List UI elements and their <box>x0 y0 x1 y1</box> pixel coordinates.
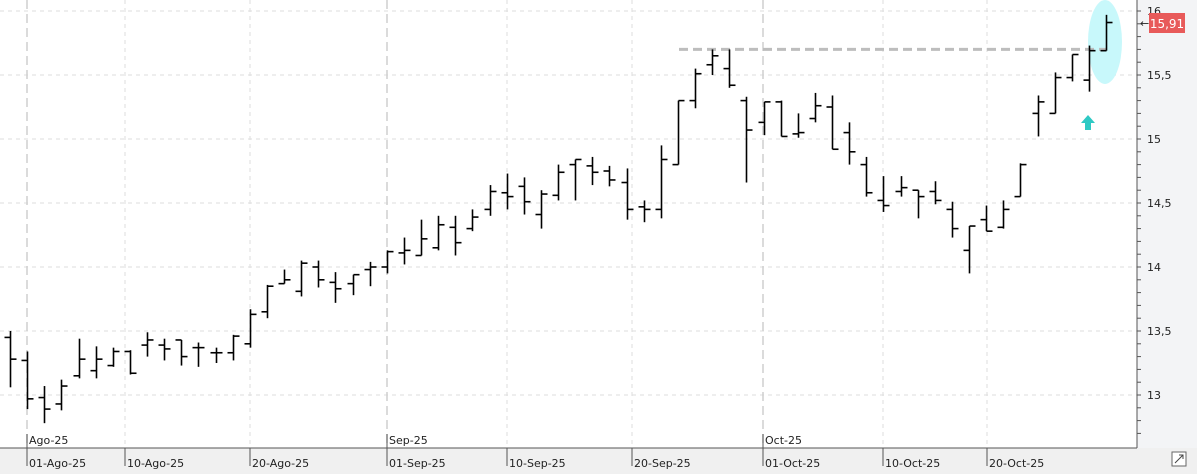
last-price-badge <box>1149 13 1185 33</box>
ohlc-bar <box>158 338 171 361</box>
ohlc-bar <box>415 219 428 257</box>
ohlc-bar <box>895 176 908 197</box>
ohlc-bar <box>723 49 736 88</box>
time-axis: 01-Ago-25 10-Ago-25 20-Ago-25 01-Sep-25 10-S… <box>26 434 1044 470</box>
ohlc-bar <box>877 176 890 212</box>
ohlc-bar <box>261 284 274 319</box>
ohlc-bar <box>843 122 856 165</box>
ohlc-bar <box>210 347 223 363</box>
ohlc-bar <box>432 215 445 251</box>
ohlc-bar <box>689 68 702 109</box>
y-tick-label: 14 <box>1147 261 1161 274</box>
up-arrow-icon <box>1081 115 1095 130</box>
ohlc-bar <box>638 200 651 223</box>
ohlc-bar <box>860 156 873 197</box>
grid <box>0 0 1137 448</box>
ohlc-bar <box>73 338 86 379</box>
ohlc-bar <box>946 201 959 238</box>
ohlc-bar <box>1100 14 1113 52</box>
left-arrow-icon: ← <box>1140 17 1149 30</box>
ohlc-bar <box>364 261 377 287</box>
last-price-label: 15,91 <box>1150 17 1184 31</box>
month-label: Sep-25 <box>389 434 428 447</box>
x-tick-label: 01-Oct-25 <box>765 457 820 470</box>
ohlc-bar <box>466 209 479 232</box>
ohlc-bar <box>278 269 291 285</box>
x-tick-label: 01-Sep-25 <box>389 457 446 470</box>
ohlc-bar <box>775 100 788 138</box>
ohlc-bar <box>21 351 34 410</box>
ohlc-bar <box>809 92 822 123</box>
ohlc-bar <box>107 347 120 367</box>
ohlc-bar <box>518 177 531 215</box>
ohlc-bar <box>758 101 771 136</box>
ohlc-bar <box>1032 95 1045 137</box>
ohlc-bar <box>569 158 582 201</box>
ohlc-bar <box>449 215 462 256</box>
x-tick-label: 20-Ago-25 <box>252 457 309 470</box>
ohlc-bar <box>621 168 634 220</box>
ohlc-bar <box>706 49 719 75</box>
ohlc-bar <box>963 225 976 274</box>
ohlc-bar <box>398 237 411 265</box>
ohlc-bar <box>535 190 548 229</box>
x-tick-label: 20-Sep-25 <box>634 457 691 470</box>
ohlc-bar <box>655 145 668 219</box>
ohlc-bar <box>826 95 839 151</box>
ohlc-bar <box>1066 53 1079 82</box>
ohlc-bar <box>912 189 925 219</box>
last-price-marker: ← 15,91 <box>1140 13 1185 33</box>
ohlc-bar <box>1014 163 1027 198</box>
ohlc-bar <box>997 200 1010 229</box>
x-tick-label: 01-Ago-25 <box>29 457 86 470</box>
ohlc-bar <box>244 309 257 348</box>
y-tick-label: 15,5 <box>1147 69 1172 82</box>
price-bars <box>4 14 1113 424</box>
price-axis-panel[interactable] <box>1137 0 1197 474</box>
ohlc-bar <box>4 331 17 388</box>
month-label: Oct-25 <box>765 434 802 447</box>
ohlc-bar <box>792 113 805 138</box>
x-tick-label: 20-Oct-25 <box>989 457 1044 470</box>
ohlc-bar <box>381 250 394 274</box>
ohlc-bar <box>740 96 753 183</box>
ohlc-bar <box>672 99 685 166</box>
autoscale-button[interactable] <box>1171 451 1187 467</box>
ohlc-bar <box>124 350 137 375</box>
ohlc-bar <box>603 165 616 187</box>
ohlc-bar <box>141 332 154 357</box>
month-label: Ago-25 <box>29 434 68 447</box>
ohlc-bar <box>55 379 68 411</box>
ohlc-bar <box>552 164 565 201</box>
expand-icon <box>1174 454 1184 464</box>
ohlc-bar <box>227 334 240 361</box>
ohlc-bar <box>329 272 342 303</box>
ohlc-bar <box>586 156 599 186</box>
x-tick-label: 10-Oct-25 <box>885 457 940 470</box>
ohlc-bar <box>347 273 360 296</box>
ohlc-bar <box>980 205 993 232</box>
ohlc-bar <box>501 173 514 210</box>
highlight-ellipse <box>1088 0 1122 84</box>
x-tick-label: 10-Ago-25 <box>127 457 184 470</box>
ohlc-bar <box>38 386 51 424</box>
ohlc-bar <box>192 342 205 367</box>
ohlc-bar <box>929 181 942 205</box>
x-tick-label: 10-Sep-25 <box>509 457 566 470</box>
time-axis-panel[interactable] <box>0 448 1197 474</box>
ohlc-bar <box>1049 72 1062 115</box>
ohlc-bar <box>295 260 308 297</box>
y-tick-label: 15 <box>1147 133 1161 146</box>
ohlc-bar <box>484 185 497 216</box>
ohlc-bar <box>90 346 103 379</box>
ohlc-bar <box>312 260 325 288</box>
ohlc-bar <box>175 339 188 366</box>
y-tick-label: 14,5 <box>1147 197 1172 210</box>
y-tick-label: 13,5 <box>1147 325 1172 338</box>
ohlc-bar <box>1083 45 1096 92</box>
y-tick-label: 13 <box>1147 389 1161 402</box>
